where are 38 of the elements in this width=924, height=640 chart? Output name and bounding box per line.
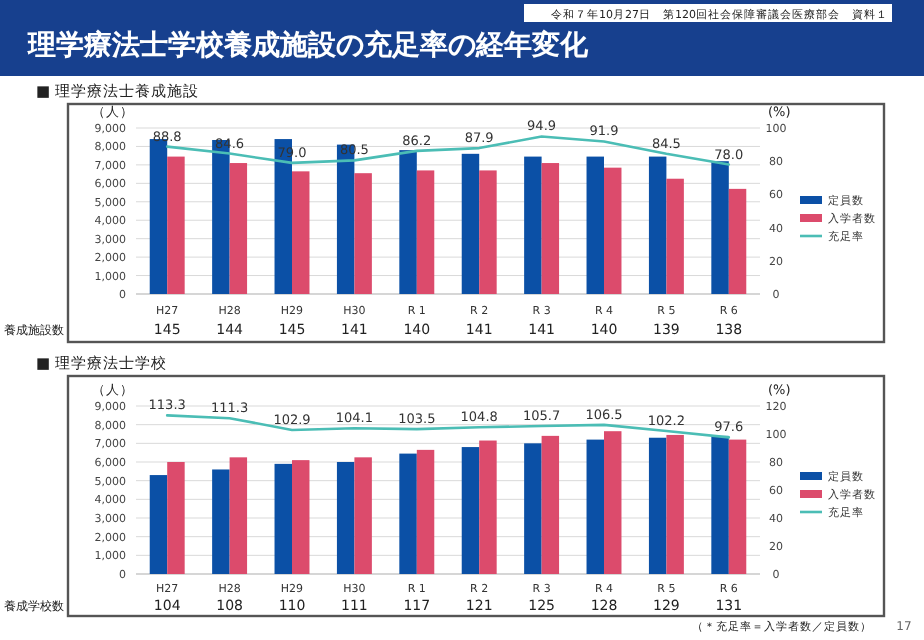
bar xyxy=(711,161,729,294)
bar xyxy=(292,171,310,294)
bar xyxy=(666,434,684,574)
bar xyxy=(728,188,747,294)
bar xyxy=(399,453,417,574)
bar xyxy=(354,457,372,574)
bar xyxy=(461,447,480,574)
bar xyxy=(336,462,355,574)
bar xyxy=(212,469,230,574)
bar xyxy=(274,463,292,574)
bar xyxy=(524,156,542,294)
bar xyxy=(711,435,729,574)
bar xyxy=(541,435,560,574)
bar xyxy=(604,431,622,574)
bar xyxy=(728,439,747,574)
bar xyxy=(648,156,667,294)
bar xyxy=(541,163,560,294)
bar xyxy=(524,443,542,574)
bar xyxy=(604,167,622,294)
bar xyxy=(167,156,185,294)
bar xyxy=(479,440,497,574)
bar xyxy=(292,460,310,574)
bar xyxy=(149,475,168,574)
bar xyxy=(229,457,248,574)
bar xyxy=(416,449,435,574)
bar xyxy=(399,150,417,294)
bar xyxy=(229,163,248,294)
bar xyxy=(416,170,435,294)
bar xyxy=(149,139,168,294)
bar xyxy=(461,153,480,294)
chart-title: 理学療法士学校養成施設の充足率の経年変化 xyxy=(26,28,590,62)
bar xyxy=(354,173,372,294)
bar xyxy=(479,170,497,294)
bar xyxy=(666,178,684,294)
bar xyxy=(586,156,604,294)
bar xyxy=(648,437,667,574)
bar xyxy=(586,439,604,574)
bar xyxy=(167,462,185,574)
